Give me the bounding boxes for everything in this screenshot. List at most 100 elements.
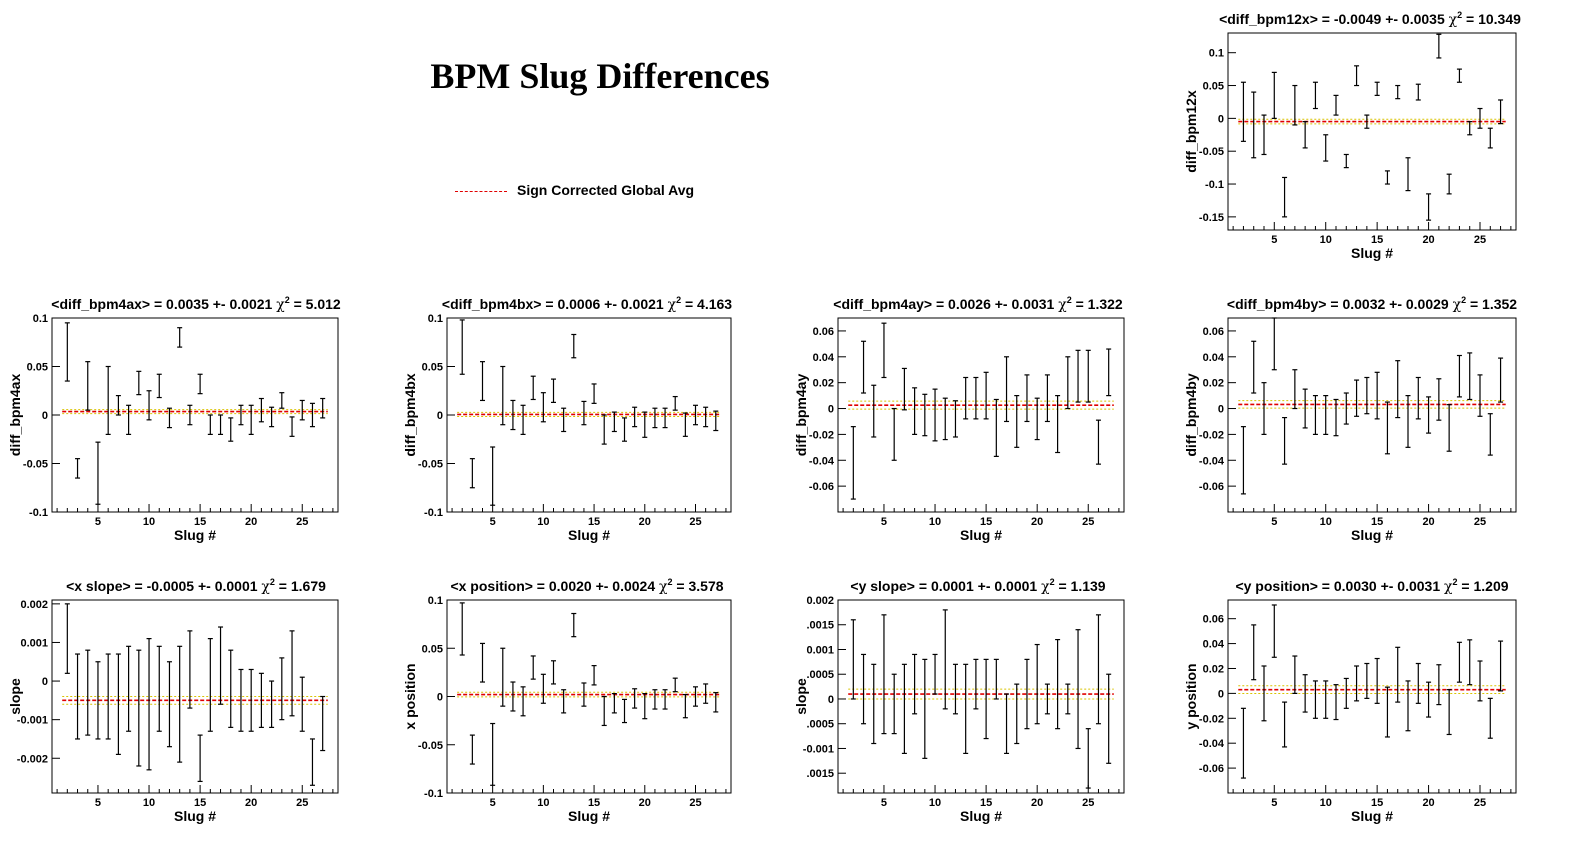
data-point [861, 653, 867, 725]
chart-title-main: <y position> = 0.0030 +- 0.0031 [1235, 578, 1444, 594]
x-tick-label: 5 [95, 797, 101, 809]
chart-title-main: <x slope> = -0.0005 +- 0.0001 [66, 578, 261, 594]
data-point [1075, 349, 1081, 403]
x-tick-label: 10 [929, 797, 941, 809]
chart-title-main: <x position> = 0.0020 +- 0.0024 [450, 578, 659, 594]
data-point [1467, 121, 1473, 136]
y-tick-label: 0.1 [33, 313, 48, 325]
chi-value: = 10.349 [1462, 11, 1521, 27]
data-point [95, 661, 101, 740]
data-point [662, 407, 668, 429]
y-axis-label: x position [402, 663, 418, 729]
data-point [912, 387, 918, 435]
data-point [1354, 379, 1360, 417]
data-point [1044, 374, 1050, 423]
data-point [207, 637, 213, 732]
y-tick-label: 0 [437, 692, 443, 704]
data-point [1055, 395, 1061, 454]
data-point [1415, 662, 1421, 704]
x-tick-label: 20 [1031, 516, 1043, 528]
x-tick-label: 15 [588, 797, 600, 809]
data-point [490, 722, 496, 786]
x-tick-label: 25 [1474, 234, 1486, 246]
data-point [279, 657, 285, 721]
y-tick-label: 0 [437, 410, 443, 422]
data-point [1405, 680, 1411, 732]
y-tick-label: -0.1 [1205, 179, 1224, 191]
data-point [510, 399, 516, 431]
data-point [1106, 348, 1112, 397]
data-point [642, 693, 648, 720]
chi-value: = 5.012 [290, 296, 341, 312]
y-tick-label: 0.1 [428, 313, 443, 325]
data-point [279, 392, 285, 409]
data-point [601, 695, 607, 727]
data-point [632, 406, 638, 428]
y-tick-label: 0.04 [1203, 352, 1225, 364]
x-tick-label: 5 [1271, 516, 1277, 528]
data-point [1240, 81, 1246, 142]
y-tick-label: 0 [828, 694, 834, 706]
y-tick-label: -0.002 [17, 753, 48, 765]
x-tick-label: 15 [1371, 797, 1383, 809]
data-point [1261, 382, 1267, 435]
data-point [871, 384, 877, 438]
data-point [611, 411, 617, 433]
data-point [85, 361, 91, 411]
data-point [1095, 419, 1101, 465]
data-point [1282, 416, 1288, 465]
chi-superscript: 2 [270, 577, 275, 587]
x-tick-label: 10 [143, 516, 155, 528]
data-point [1085, 728, 1091, 789]
chi-superscript: 2 [285, 295, 290, 305]
chart-title: <diff_bpm4by> = 0.0032 +- 0.0029 χ2 = 1.… [1227, 295, 1517, 313]
data-point [1333, 94, 1339, 116]
data-point [1261, 114, 1267, 156]
chi-value: = 1.209 [1458, 578, 1509, 594]
data-point [136, 370, 142, 396]
data-point [1436, 664, 1442, 706]
chart-title-main: <diff_bpm4bx> = 0.0006 +- 0.0021 [442, 296, 668, 312]
data-point [1240, 426, 1246, 495]
chi-symbol: χ [1041, 579, 1050, 595]
data-point [942, 397, 948, 441]
x-tick-label: 10 [537, 516, 549, 528]
data-point [891, 407, 897, 461]
y-tick-label: -0.1 [424, 788, 443, 800]
chart-6: <x slope> = -0.0005 +- 0.0001 χ2 = 1.679… [7, 577, 339, 824]
data-point [622, 417, 627, 442]
chart-title: <y position> = 0.0030 +- 0.0031 χ2 = 1.2… [1235, 577, 1508, 595]
data-point [672, 677, 678, 693]
data-point [320, 695, 326, 752]
x-tick-label: 20 [1422, 797, 1434, 809]
plot-frame [51, 317, 339, 513]
data-point [1405, 157, 1411, 192]
y-tick-label: 0.04 [813, 352, 835, 364]
data-point [126, 645, 132, 732]
x-axis-label: Slug # [960, 527, 1002, 543]
data-point [1302, 121, 1308, 149]
x-axis-label: Slug # [568, 808, 610, 824]
x-tick-label: 5 [1271, 797, 1277, 809]
y-axis-label: slope [7, 678, 23, 715]
data-point [1498, 640, 1504, 692]
chi-superscript: 2 [1461, 295, 1466, 305]
data-point [177, 645, 183, 763]
data-point [197, 734, 203, 783]
chart-title-main: <diff_bpm4ay> = 0.0026 +- 0.0031 [833, 296, 1058, 312]
data-point [1436, 378, 1442, 421]
x-tick-label: 15 [980, 797, 992, 809]
data-point [1477, 107, 1483, 129]
chi-value: = 1.352 [1466, 296, 1517, 312]
x-tick-label: 5 [881, 797, 887, 809]
y-tick-label: -0.02 [1199, 713, 1224, 725]
data-point [1271, 604, 1277, 658]
data-point [85, 649, 91, 736]
data-point [469, 734, 475, 765]
data-point [973, 376, 979, 420]
data-point [269, 680, 275, 728]
data-point [228, 417, 234, 442]
y-tick-label: -0.04 [1199, 738, 1225, 750]
y-tick-label: 0.001 [806, 644, 834, 656]
data-point [1004, 356, 1010, 423]
